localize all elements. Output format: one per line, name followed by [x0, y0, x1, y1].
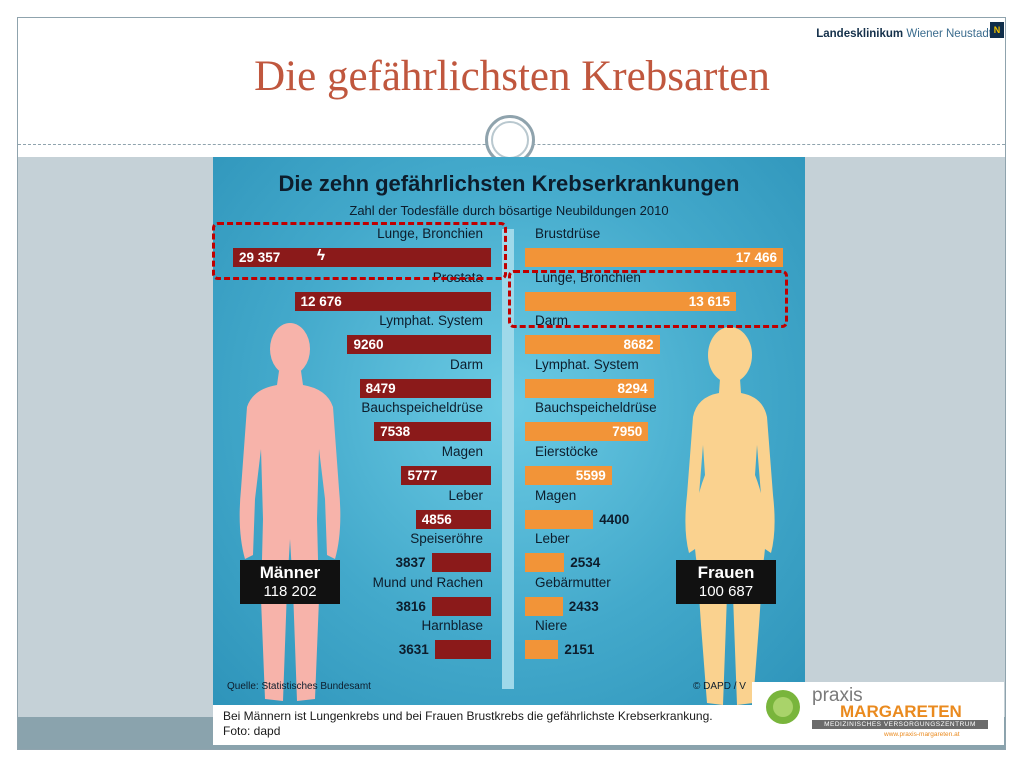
male-bar-harnblase: [434, 640, 491, 660]
axis-break-icon: ϟ: [317, 247, 325, 264]
caption-line-1: Bei Männern ist Lungenkrebs und bei Frau…: [223, 709, 713, 723]
male-bar-lunge-bronchien: [233, 248, 491, 267]
male-bar-darm: [359, 378, 491, 398]
female-value-eierstöcke: 5599: [575, 468, 606, 483]
female-label-leber: Leber: [535, 531, 570, 547]
chart-title: Die zehn gefährlichsten Krebserkrankunge…: [278, 171, 740, 196]
female-value-niere: 2151: [564, 642, 595, 658]
female-label: Frauen: [697, 563, 755, 582]
female-bar-eierstöcke: [525, 466, 612, 485]
male-label-mund-und-rachen: Mund und Rachen: [372, 574, 483, 590]
praxis-word: praxis: [812, 685, 863, 706]
female-label-lymphat-system: Lymphat. System: [535, 356, 639, 372]
male-label-magen: Magen: [441, 444, 483, 459]
brand-name-bold: Landesklinikum: [816, 28, 904, 40]
brand-text: Landesklinikum Wiener Neustadt: [816, 28, 992, 40]
female-total-box: Frauen 100 687: [676, 560, 776, 604]
male-label: Männer: [259, 563, 321, 582]
female-bar-lunge-bronchien: [525, 291, 737, 311]
male-label-darm: Darm: [450, 356, 483, 372]
female-label-eierstöcke: Eierstöcke: [535, 444, 599, 459]
male-bar-speiseröhre: [431, 553, 491, 573]
praxis-url: www.praxis-margareten.at: [884, 731, 960, 738]
praxis-strip: MEDIZINISCHES VERSORGUNGSZENTRUM: [812, 720, 988, 729]
female-label-brustdrüse: Brustdrüse: [535, 226, 601, 241]
male-value-harnblase: 3631: [398, 642, 429, 658]
female-bar-bauchspeicheldrüse: [525, 422, 649, 442]
female-value-bauchspeicheldrüse: 7950: [612, 424, 643, 440]
female-bar-brustdrüse: [525, 248, 783, 267]
male-label-lunge-bronchien: Lunge, Bronchien: [377, 226, 483, 241]
male-bar-lymphat-system: [347, 335, 491, 355]
female-value-brustdrüse: 17 466: [735, 250, 777, 265]
male-value-prostata: 12 676: [300, 293, 342, 309]
male-bar-prostata: [294, 291, 491, 311]
male-bar-leber: [415, 509, 491, 529]
female-label-gebärmutter: Gebärmutter: [535, 574, 611, 590]
male-bar-mund-und-rachen: [431, 596, 491, 616]
slide-title: Die gefährlichsten Krebsarten: [254, 53, 770, 100]
praxis-logo: praxis MARGARETEN MEDIZINISCHES VERSORGU…: [752, 682, 1004, 745]
female-bar-niere: [525, 640, 559, 660]
male-value-darm: 8479: [365, 380, 396, 396]
chart-subtitle: Zahl der Todesfälle durch bösartige Neub…: [349, 203, 669, 218]
center-divider: [502, 229, 514, 689]
female-value-lymphat-system: 8294: [617, 380, 648, 396]
male-label-lymphat-system: Lymphat. System: [379, 313, 483, 329]
male-value-leber: 4856: [421, 511, 452, 527]
female-label-bauchspeicheldrüse: Bauchspeicheldrüse: [535, 400, 657, 416]
female-label-darm: Darm: [535, 313, 568, 329]
male-label-bauchspeicheldrüse: Bauchspeicheldrüse: [361, 400, 483, 416]
male-value-lunge-bronchien: 29 357: [239, 250, 281, 265]
male-value-speiseröhre: 3837: [395, 555, 426, 571]
female-value-leber: 2534: [570, 555, 601, 571]
brand-logo-icon: N: [990, 22, 1004, 38]
male-bar-magen: [401, 466, 491, 485]
male-value-mund-und-rachen: 3816: [395, 598, 426, 614]
chart-graphic: Männer 118 202 Frauen 100 687 Die zehn g…: [213, 157, 805, 705]
female-label-magen: Magen: [535, 487, 577, 503]
female-value-magen: 4400: [599, 511, 630, 527]
male-bar-bauchspeicheldrüse: [374, 422, 491, 442]
female-bar-gebärmutter: [525, 596, 563, 616]
male-total-box: Männer 118 202: [240, 560, 340, 604]
praxis-flower-center: [773, 697, 793, 717]
divider-ring-inner: [491, 121, 529, 159]
male-label-speiseröhre: Speiseröhre: [410, 531, 483, 547]
male-silhouette: [239, 323, 341, 701]
female-bar-leber: [525, 553, 565, 573]
male-total: 118 202: [263, 583, 317, 600]
female-value-darm: 8682: [623, 337, 654, 353]
female-bar-lymphat-system: [525, 378, 654, 398]
caption-line-2: Foto: dapd: [223, 724, 281, 738]
highlight-female-lung: [508, 270, 788, 328]
axis-break-icon: ϟ: [317, 247, 325, 264]
female-total: 100 687: [698, 583, 754, 600]
praxis-name: MARGARETEN: [840, 702, 962, 721]
female-silhouette: [685, 327, 775, 705]
female-value-lunge-bronchien: 13 615: [688, 293, 731, 309]
female-bar-darm: [525, 335, 660, 355]
female-label-lunge-bronchien: Lunge, Bronchien: [535, 269, 641, 285]
male-value-magen: 5777: [407, 468, 438, 483]
female-value-gebärmutter: 2433: [568, 598, 599, 614]
brand-name-light: Wiener Neustadt: [906, 28, 992, 40]
chart-copyright: © DAPD / V: [693, 681, 746, 692]
female-bar-magen: [525, 509, 594, 529]
male-label-harnblase: Harnblase: [421, 618, 483, 634]
male-value-lymphat-system: 9260: [353, 337, 384, 353]
highlight-male-lung: [212, 222, 507, 280]
male-value-bauchspeicheldrüse: 7538: [380, 424, 411, 440]
chart-source: Quelle: Statistisches Bundesamt: [227, 681, 371, 692]
female-label-niere: Niere: [535, 618, 568, 634]
male-label-leber: Leber: [448, 487, 483, 503]
image-caption: Bei Männern ist Lungenkrebs und bei Frau…: [213, 705, 805, 745]
